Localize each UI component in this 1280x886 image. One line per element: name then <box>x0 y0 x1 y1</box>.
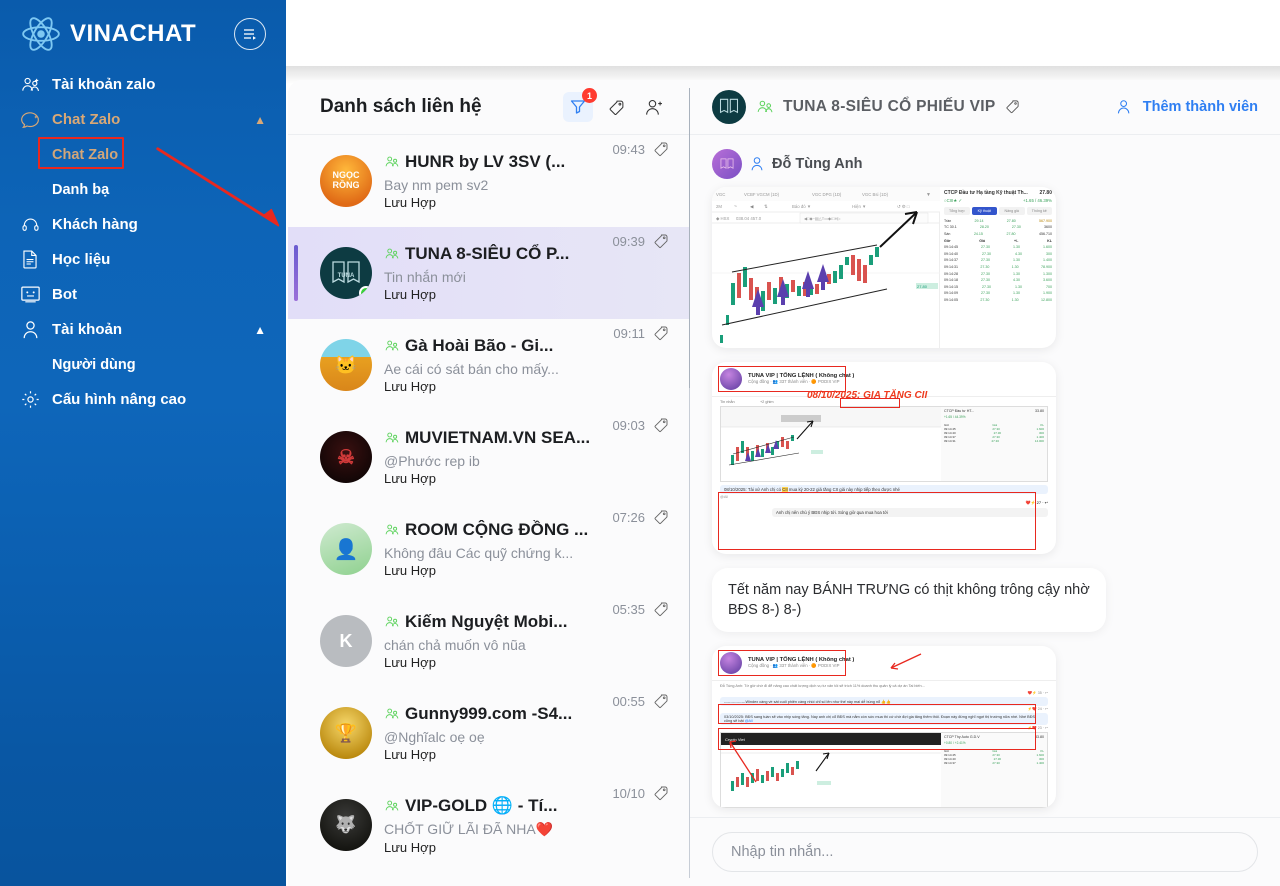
svg-text:~: ~ <box>734 204 737 210</box>
svg-text:⇅: ⇅ <box>764 204 768 209</box>
svg-text:Báo đó ▼: Báo đó ▼ <box>792 204 811 209</box>
svg-text:VGC: VGC <box>716 192 725 197</box>
svg-text:2M: 2M <box>716 204 722 209</box>
svg-text:Hiện ▼: Hiện ▼ <box>852 204 866 209</box>
svg-text:27.80: 27.80 <box>917 284 928 289</box>
svg-text:VGC DPG (1D): VGC DPG (1D) <box>812 192 842 197</box>
svg-text:VCBF VGCM (1D): VCBF VGCM (1D) <box>744 192 780 197</box>
svg-text:TUNA: TUNA <box>338 273 355 279</box>
svg-text:▼: ▼ <box>926 192 931 198</box>
svg-text:VGC Bsi (1D): VGC Bsi (1D) <box>862 192 889 197</box>
svg-text:↺ ⚙ □: ↺ ⚙ □ <box>897 204 910 209</box>
svg-text:◆ HSX: ◆ HSX <box>716 216 729 221</box>
svg-text:038.04 457.0: 038.04 457.0 <box>736 216 762 221</box>
svg-text:◀□◆~▤△T▭◆/□H▷: ◀□◆~▤△T▭◆/□H▷ <box>804 216 841 221</box>
